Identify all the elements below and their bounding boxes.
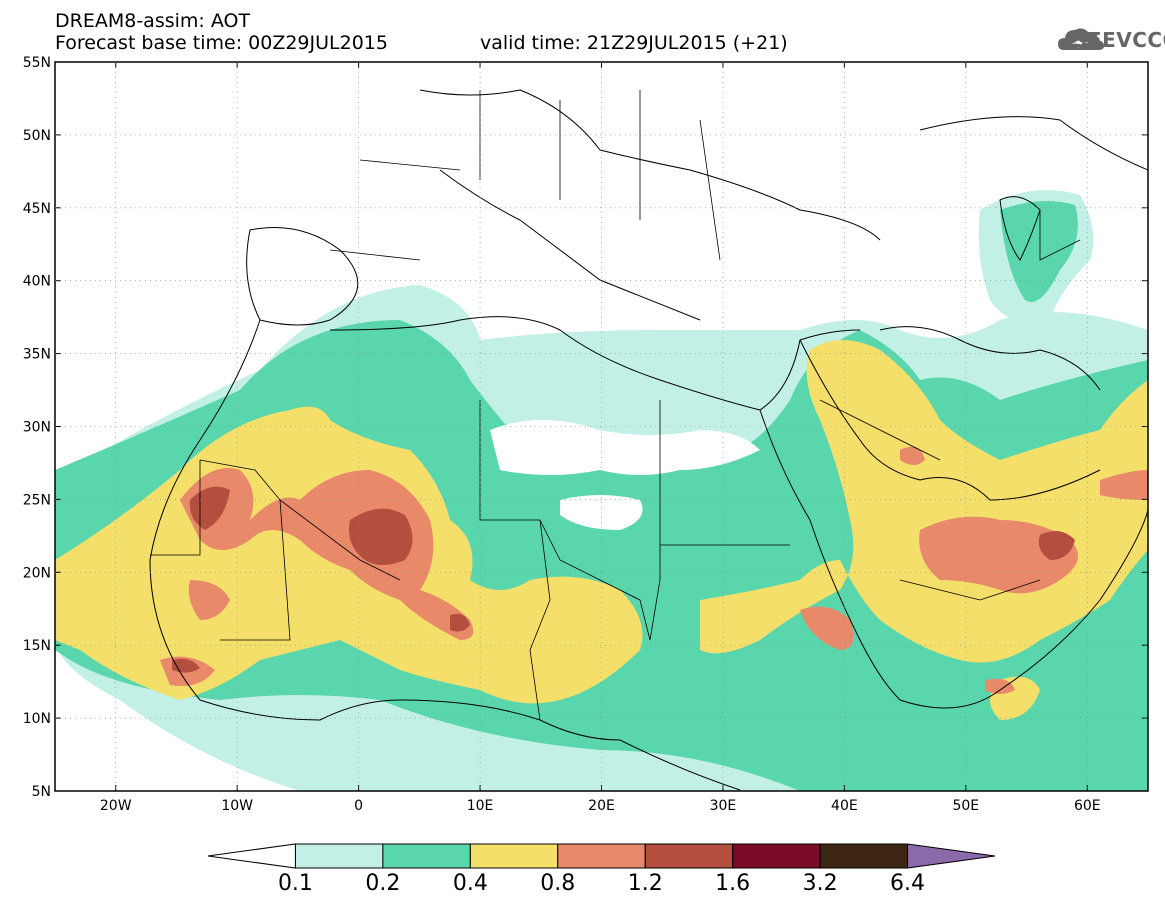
logo-text: SEEVCCC bbox=[1073, 28, 1165, 52]
colorbar-box bbox=[732, 843, 821, 869]
colorbar-label: 0.1 bbox=[278, 871, 313, 896]
lat-label: 30N bbox=[23, 420, 51, 436]
colorbar-label: 3.2 bbox=[803, 871, 838, 896]
gridlines bbox=[55, 62, 1148, 791]
colorbar-label: 1.6 bbox=[715, 871, 750, 896]
colorbar-label: 6.4 bbox=[890, 871, 925, 896]
lat-label: 45N bbox=[23, 201, 51, 217]
forecast-base-time: Forecast base time: 00Z29JUL2015 bbox=[55, 32, 388, 54]
colorbar-max-arrow bbox=[907, 843, 996, 869]
colorbar-label: 0.8 bbox=[540, 871, 575, 896]
valid-time: valid time: 21Z29JUL2015 (+21) bbox=[480, 32, 788, 54]
lat-label: 10N bbox=[23, 711, 51, 727]
lon-label: 20W bbox=[100, 798, 132, 814]
colorbar-labels: 0.1 0.2 0.4 0.8 1.2 1.6 3.2 6.4 bbox=[278, 871, 925, 896]
colorbar-label: 0.4 bbox=[453, 871, 488, 896]
colorbar-box bbox=[819, 843, 909, 869]
colorbar-label: 0.2 bbox=[365, 871, 400, 896]
lat-label: 40N bbox=[23, 274, 51, 290]
colorbar-box bbox=[382, 843, 471, 869]
lat-label: 25N bbox=[23, 492, 51, 508]
lon-label: 10W bbox=[221, 798, 253, 814]
aot-band-0.8 bbox=[160, 446, 1148, 694]
colorbar-box bbox=[294, 843, 384, 869]
colorbar-box bbox=[557, 843, 646, 869]
colorbar-label: 1.2 bbox=[628, 871, 663, 896]
colorbar-boxes bbox=[207, 843, 996, 869]
lat-label: 50N bbox=[23, 128, 51, 144]
lon-label: 0 bbox=[354, 798, 363, 814]
lat-label: 35N bbox=[23, 347, 51, 363]
colorbar-box bbox=[644, 843, 734, 869]
lon-label: 30E bbox=[710, 798, 737, 814]
lat-label: 55N bbox=[23, 55, 51, 71]
map-title: DREAM8-assim: AOT bbox=[55, 10, 251, 32]
lon-label: 50E bbox=[952, 798, 979, 814]
lat-label: 20N bbox=[23, 565, 51, 581]
cloud-icon bbox=[1058, 28, 1104, 50]
lon-label: 40E bbox=[831, 798, 858, 814]
lon-label: 60E bbox=[1074, 798, 1101, 814]
latitude-axis: 55N 50N 45N 40N 35N 30N 25N 20N 15N 10N 5N bbox=[23, 55, 1148, 800]
coastlines bbox=[149, 89, 1148, 791]
lat-label: 15N bbox=[23, 638, 51, 654]
colorbar-box bbox=[469, 843, 559, 869]
lon-label: 20E bbox=[588, 798, 615, 814]
lon-label: 10E bbox=[467, 798, 494, 814]
lat-label: 5N bbox=[32, 784, 51, 800]
colorbar-min-arrow bbox=[207, 843, 296, 869]
